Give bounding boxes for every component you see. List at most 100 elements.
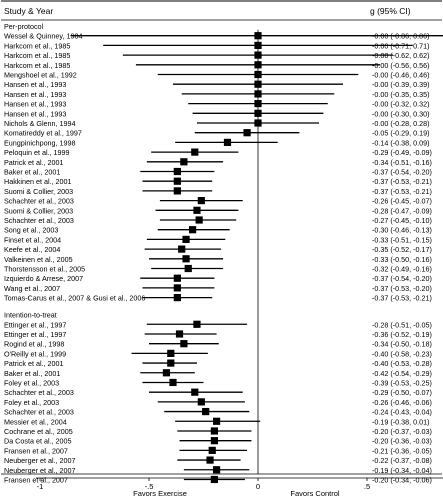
effect-ci-label: -0.21 (-0.36, -0.05) — [372, 446, 432, 455]
study-label: Mengshoel et al., 1992 — [4, 71, 77, 80]
point-estimate — [197, 197, 205, 205]
effect-ci-label: -0.37 (-0.53, -0.20) — [372, 284, 432, 293]
footer-favors-exercise: Favors Exercise — [133, 489, 187, 498]
study-label: Hakkinen et al., 2001 — [4, 177, 72, 186]
study-label: Fransen et al., 2007 — [4, 446, 68, 455]
effect-ci-label: -0.00 (-0.30, 0.30) — [372, 109, 430, 118]
study-label: Valkeinen et al., 2005 — [4, 255, 73, 264]
point-estimate — [180, 158, 188, 166]
study-label: Keefe et al., 2004 — [4, 245, 60, 254]
effect-ci-label: -0.00 (-0.35, 0.35) — [372, 90, 430, 99]
effect-ci-label: -0.19 (-0.34, -0.04) — [372, 466, 432, 475]
study-label: Suomi & Collier, 2003 — [4, 206, 73, 215]
effect-ci-label: -0.28 (-0.47, -0.09) — [372, 206, 432, 215]
study-label: Patrick et al., 2001 — [4, 359, 64, 368]
study-label: Ettinger et al., 1997 — [4, 330, 66, 339]
effect-ci-label: -0.34 (-0.51, -0.16) — [372, 158, 432, 167]
study-label: Pelo‌quin et al., 1999 — [4, 148, 70, 157]
study-label: O'Reilly et al., 1999 — [4, 349, 66, 358]
effect-ci-label: -0.37 (-0.54, -0.20) — [372, 274, 432, 283]
point-estimate — [173, 294, 181, 302]
effect-ci-label: -0.32 (-0.49, -0.16) — [372, 265, 432, 274]
point-estimate — [191, 388, 199, 396]
study-label: Wang et al., 2007 — [4, 284, 60, 293]
point-estimate — [208, 446, 216, 454]
effect-ci-label: -0.20 (-0.34, -0.06) — [372, 475, 432, 484]
point-estimate — [162, 369, 171, 377]
effect-ci-label: -0.37 (-0.54, -0.20) — [372, 168, 432, 177]
effect-ci-label: -0.30 (-0.46, -0.13) — [372, 226, 432, 235]
point-estimate — [180, 340, 188, 348]
point-estimate — [173, 284, 181, 292]
study-label: Messier et al., 2004 — [4, 417, 67, 426]
effect-ci-label: -0.20 (-0.36, -0.03) — [372, 437, 432, 446]
point-estimate — [202, 407, 210, 416]
x-tick-label: -1 — [37, 482, 44, 491]
point-estimate — [178, 245, 186, 253]
point-estimate — [254, 100, 262, 108]
study-label: Hansen et al., 1993 — [4, 100, 66, 109]
point-estimate — [254, 32, 262, 40]
study-label: Thorstensson et al., 2005 — [4, 265, 85, 274]
group-title: Per-protocol — [4, 22, 44, 31]
effect-ci-label: -0.00 (-0.71, 0.71) — [372, 41, 430, 50]
point-estimate — [173, 274, 181, 282]
point-estimate — [223, 138, 232, 146]
effect-ci-label: -0.19 (-0.38, 0.01) — [372, 417, 430, 426]
point-estimate — [173, 187, 181, 195]
study-label: Schachter et al., 2003 — [4, 216, 74, 225]
study-label: Cochrane et al., 2005 — [4, 427, 73, 436]
study-label: Ettinger et al., 1997 — [4, 320, 66, 329]
point-estimate — [197, 398, 205, 406]
effect-ci-label: -0.00 (-0.28, 0.28) — [372, 119, 430, 128]
point-estimate — [254, 70, 262, 79]
point-estimate — [191, 148, 199, 156]
point-estimate — [184, 264, 192, 273]
point-estimate — [210, 437, 218, 445]
effect-ci-label: -0.26 (-0.46, -0.06) — [372, 398, 432, 407]
study-label: Song et al., 2003 — [4, 226, 58, 235]
effect-ci-label: -0.40 (-0.58, -0.23) — [372, 349, 432, 358]
study-label: Komatireddy et al., 1997 — [4, 129, 82, 138]
effect-ci-label: -0.42 (-0.54, -0.29) — [372, 369, 432, 378]
point-estimate — [182, 255, 190, 263]
header-effect-col: g (95% CI) — [370, 6, 411, 16]
study-label: Foley et al., 2003 — [4, 378, 59, 387]
effect-ci-label: -0.34 (-0.50, -0.18) — [372, 340, 432, 349]
effect-ci-label: -0.26 (-0.45, -0.07) — [372, 197, 432, 206]
point-estimate — [175, 330, 184, 338]
effect-ci-label: -0.37 (-0.53, -0.21) — [372, 187, 432, 196]
effect-ci-label: -0.33 (-0.50, -0.16) — [372, 255, 432, 264]
point-estimate — [254, 109, 262, 117]
point-estimate — [195, 216, 203, 224]
effect-ci-label: -0.36 (-0.52, -0.19) — [372, 330, 432, 339]
effect-ci-label: -0.05 (-0.29, 0.19) — [372, 129, 430, 138]
effect-ci-label: -0.00 (-0.39, 0.39) — [372, 80, 430, 89]
x-axis: -1-.50.51 — [36, 477, 443, 491]
study-label: Eungpinichpong, 1998 — [4, 138, 76, 147]
study-label: Schachter et al., 2003 — [4, 408, 74, 417]
study-label: Neuberger et al., 2007 — [4, 466, 76, 475]
point-estimate — [167, 349, 175, 357]
effect-ci-label: -0.00 (-0.86, 0.86) — [372, 32, 430, 41]
point-estimate — [206, 456, 214, 464]
point-estimate — [173, 167, 181, 176]
study-label: Baker et al., 2001 — [4, 168, 60, 177]
point-estimate — [193, 320, 201, 328]
x-tick-label: .5 — [364, 482, 370, 491]
study-label: Suomi & Collier, 2003 — [4, 187, 73, 196]
study-label: Rogind et al., 1998 — [4, 340, 64, 349]
point-estimate — [167, 359, 175, 367]
study-label: Nichols & Glenn, 1994 — [4, 119, 76, 128]
study-label: Patrick et al., 2001 — [4, 158, 64, 167]
study-label: Foley et al., 2003 — [4, 398, 59, 407]
effect-ci-label: -0.14 (-0.38, 0.09) — [372, 138, 430, 147]
effect-ci-label: -0.35 (-0.52, -0.17) — [372, 245, 432, 254]
x-tick-label: 0 — [256, 482, 260, 491]
study-label: Hansen et al., 1993 — [4, 80, 66, 89]
effect-ci-label: -0.29 (-0.49, -0.09) — [372, 148, 432, 157]
study-label: Harkcom et al., 1985 — [4, 41, 70, 50]
